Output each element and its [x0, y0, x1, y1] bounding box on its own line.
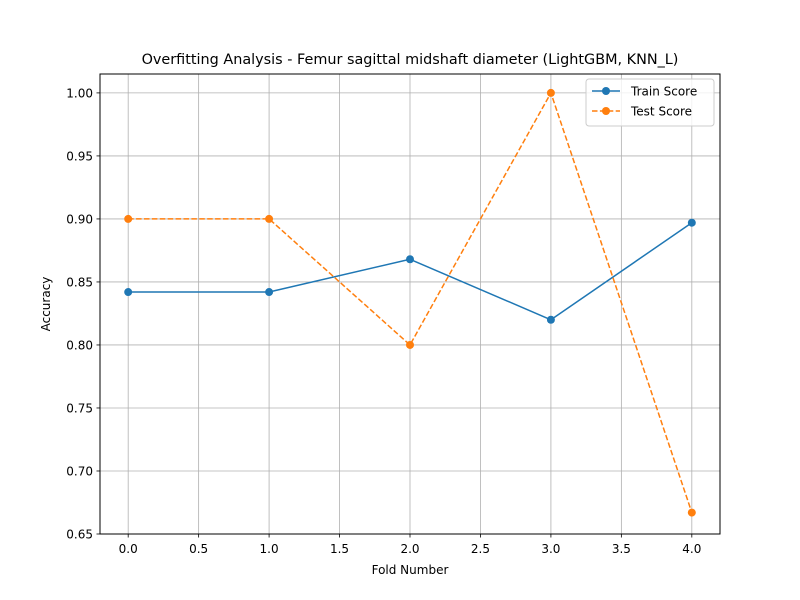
y-tick-label: 0.80 — [66, 338, 93, 352]
x-tick-label: 2.0 — [400, 542, 419, 556]
series-layer — [124, 88, 696, 517]
test-score-series — [124, 88, 696, 517]
y-axis-ticks: 0.65 0.70 0.75 0.80 0.85 0.90 0.95 1.00 — [66, 86, 100, 542]
x-tick-label: 4.0 — [682, 542, 701, 556]
train-score-series — [124, 218, 696, 324]
legend-entry-train-score: Train Score — [592, 85, 697, 99]
legend-marker-train-score — [602, 87, 610, 95]
legend-entry-test-score: Test Score — [592, 105, 692, 119]
y-tick-label: 0.90 — [66, 212, 93, 226]
x-axis-ticks: 0.0 0.5 1.0 1.5 2.0 2.5 3.0 3.5 4.0 — [119, 534, 701, 556]
train-score-point — [124, 288, 133, 297]
legend-label-test-score: Test Score — [630, 105, 692, 119]
legend-label-train-score: Train Score — [630, 85, 697, 99]
test-score-point — [124, 214, 133, 223]
y-tick-label: 0.85 — [66, 275, 93, 289]
y-tick-label: 1.00 — [66, 86, 93, 100]
y-tick-label: 0.65 — [66, 528, 93, 542]
x-tick-label: 0.0 — [119, 542, 138, 556]
y-tick-label: 0.95 — [66, 149, 93, 163]
train-score-point — [406, 255, 414, 264]
x-tick-label: 0.5 — [189, 542, 208, 556]
x-tick-label: 3.0 — [541, 542, 560, 556]
x-tick-label: 1.5 — [330, 542, 349, 556]
test-score-point — [546, 88, 555, 97]
x-tick-label: 1.0 — [260, 542, 279, 556]
y-tick-label: 0.75 — [66, 401, 93, 415]
train-score-point — [265, 288, 274, 297]
test-score-point — [687, 508, 696, 517]
y-axis-label: Accuracy — [39, 277, 53, 332]
x-tick-label: 3.5 — [612, 542, 631, 556]
x-tick-label: 2.5 — [471, 542, 490, 556]
legend: Train Score Test Score — [585, 78, 715, 127]
test-score-point — [406, 340, 414, 349]
train-score-point — [687, 218, 696, 227]
x-axis-label: Fold Number — [372, 563, 449, 577]
y-tick-label: 0.70 — [66, 464, 93, 478]
train-score-point — [546, 315, 555, 324]
test-score-point — [265, 214, 274, 223]
chart-title: Overfitting Analysis - Femur sagittal mi… — [142, 52, 679, 68]
legend-marker-test-score — [602, 107, 610, 115]
